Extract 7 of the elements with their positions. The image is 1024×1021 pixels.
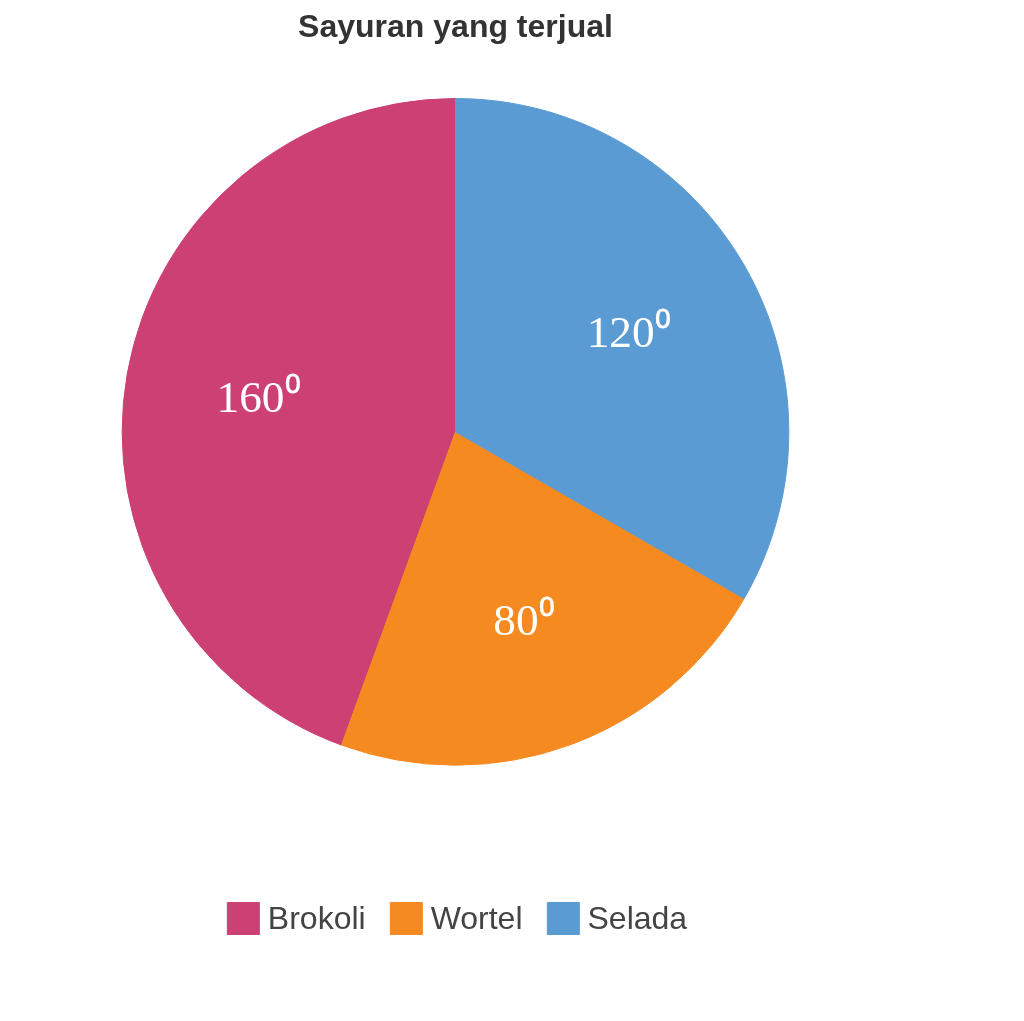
data-label: 120⁰ — [586, 306, 671, 357]
data-label: 80⁰ — [493, 594, 555, 645]
chart-title: Sayuran yang terjual — [298, 7, 613, 44]
legend-label: Wortel — [430, 899, 523, 937]
data-label: 160⁰ — [216, 372, 301, 423]
legend-label: Brokoli — [267, 899, 366, 937]
legend-label: Selada — [587, 899, 688, 937]
